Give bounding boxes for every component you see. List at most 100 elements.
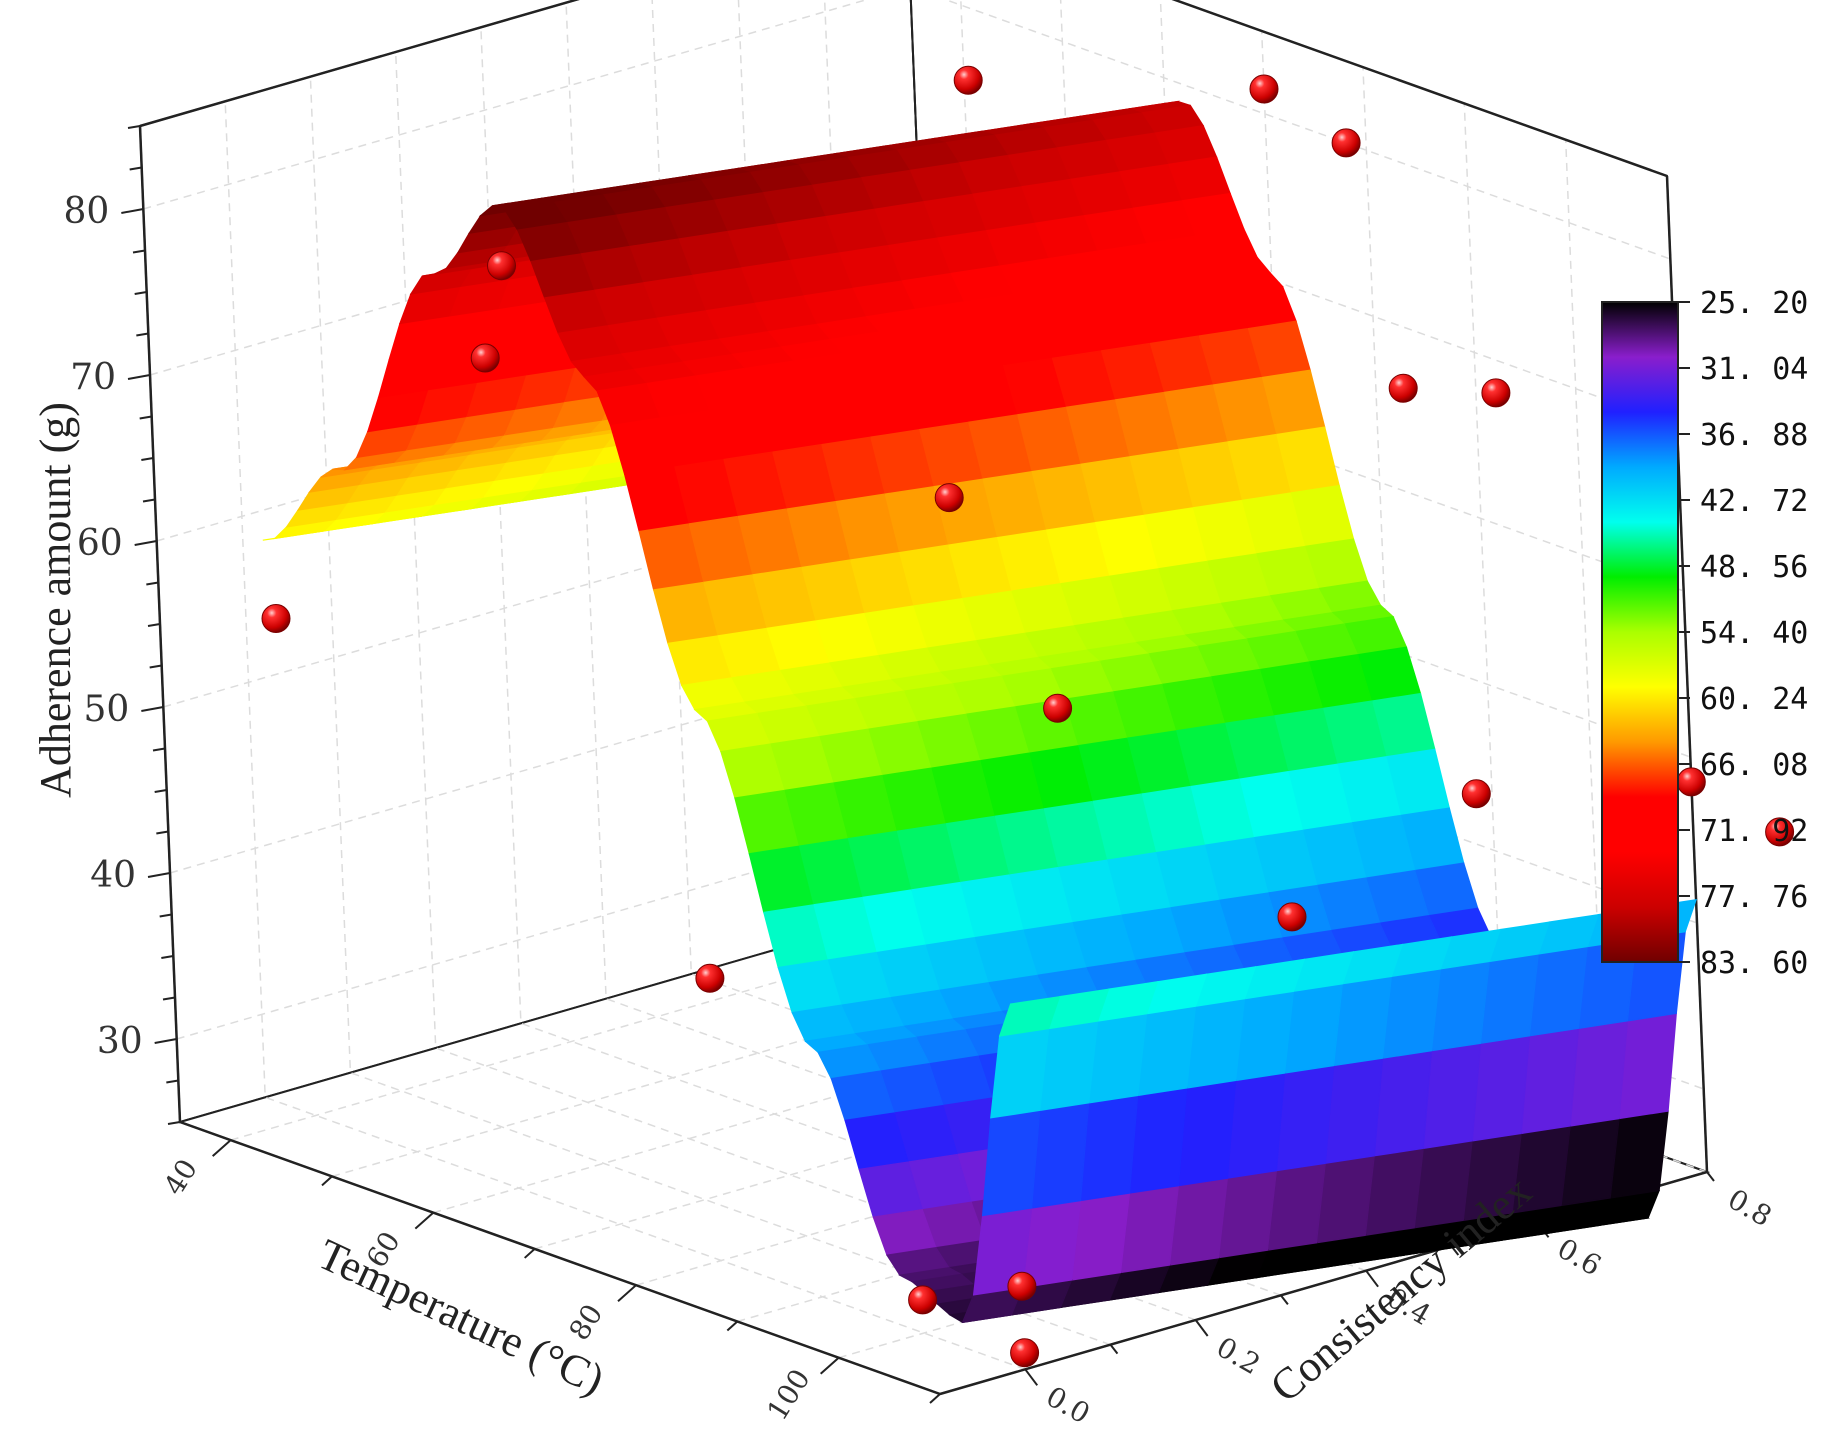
z-tick: [162, 996, 176, 1001]
t-tick: [820, 1356, 840, 1375]
z-tick: [121, 208, 144, 214]
top-left-edge: [139, 0, 580, 128]
color-bar-label: 54. 40: [1700, 616, 1808, 651]
z-tick: [134, 291, 147, 295]
z-tick-label: 40: [90, 855, 136, 896]
z-tick: [166, 1079, 179, 1084]
z-tick: [142, 498, 156, 503]
data-point: [487, 251, 516, 281]
color-bar: 25. 20 31. 04 36. 88 42. 72 48. 56 54. 40 60. …: [1601, 286, 1808, 981]
z-tick: [136, 332, 149, 337]
t-tick-label: 80: [563, 1298, 610, 1346]
data-point: [1249, 74, 1279, 104]
z-tick: [134, 540, 157, 546]
z-tick: [146, 581, 159, 586]
data-point: [695, 963, 725, 993]
z-tick: [139, 415, 152, 420]
z-tick-label: 30: [97, 1021, 143, 1062]
temperature-axis-line: [179, 1120, 941, 1396]
c-tick-label: 0.8: [1722, 1182, 1777, 1233]
data-point: [1481, 378, 1511, 408]
response-surface: [262, 100, 1697, 1324]
surface-patch: [1079, 1094, 1139, 1202]
grid-line-z: [143, 0, 1671, 260]
z-tick: [154, 1038, 177, 1044]
t-tick: [617, 1284, 637, 1302]
z-tick: [127, 374, 151, 380]
z-tick: [156, 830, 169, 835]
c-tick: [1365, 1270, 1379, 1288]
c-tick: [1280, 1294, 1289, 1305]
data-point: [1043, 693, 1073, 723]
t-tick: [321, 1175, 333, 1187]
z-tick-label: 80: [64, 191, 110, 232]
surface-patch: [1422, 1042, 1482, 1150]
color-bar-gradient: [1601, 301, 1679, 963]
grid-line-c: [224, 101, 1026, 1371]
color-bar-label: 48. 56: [1700, 550, 1808, 585]
z-axis-line: [138, 125, 182, 1123]
z-tick: [161, 955, 174, 959]
grid-line-c: [309, 76, 1111, 1346]
c-tick: [1024, 1368, 1039, 1386]
surface-patch: [1471, 1035, 1531, 1142]
color-bar-label: 77. 76: [1700, 880, 1808, 915]
t-tick: [726, 1320, 739, 1332]
top-back-edge: [1171, 0, 1668, 178]
data-point: [953, 65, 983, 95]
z-tick: [127, 125, 141, 129]
data-point: [1331, 128, 1361, 158]
t-tick: [523, 1248, 536, 1259]
z-tick: [132, 249, 146, 254]
surface-patch: [1618, 1012, 1677, 1120]
z-tick: [147, 623, 161, 627]
z-tick-label: 50: [84, 689, 130, 730]
surface-patch: [1520, 1027, 1580, 1135]
z-tick-label: 70: [70, 357, 116, 398]
data-point: [1010, 1338, 1040, 1368]
data-point: [1007, 1271, 1037, 1301]
t-tick: [212, 1139, 232, 1157]
z-tick: [129, 166, 142, 171]
color-bar-label: 83. 60: [1700, 946, 1808, 981]
c-tick-label: 0.2: [1211, 1330, 1266, 1381]
z-tick: [159, 913, 172, 918]
color-bar-label: 36. 88: [1700, 418, 1808, 453]
z-tick: [141, 706, 164, 712]
data-point: [1461, 779, 1491, 809]
surface-patch: [1569, 1020, 1629, 1127]
data-point: [908, 1285, 938, 1315]
z-tick: [147, 872, 171, 878]
z-tick: [167, 1121, 181, 1125]
t-tick-label: 40: [157, 1153, 204, 1201]
surface-patch: [1275, 1064, 1335, 1172]
t-tick-label: 100: [760, 1363, 816, 1426]
surface-patch: [1128, 1087, 1188, 1194]
color-bar-label: 60. 24: [1700, 682, 1808, 717]
surface-patch: [998, 995, 1061, 1037]
color-bar-label: 66. 08: [1700, 748, 1808, 783]
color-bar-label: 31. 04: [1700, 352, 1808, 387]
c-tick-label: 0.0: [1040, 1380, 1095, 1431]
c-tick: [1109, 1344, 1119, 1355]
c-tick: [1706, 1171, 1715, 1182]
color-bar-labels: 25. 20 31. 04 36. 88 42. 72 48. 56 54. 40 60. …: [1678, 286, 1808, 981]
surface-patch: [1177, 1079, 1237, 1187]
color-bar-label: 71. 92: [1700, 814, 1808, 849]
z-tick: [149, 664, 162, 669]
z-tick: [141, 457, 154, 461]
color-bar-label: 25. 20: [1700, 286, 1808, 321]
data-point: [470, 343, 500, 373]
data-point: [934, 483, 964, 513]
z-tick: [154, 789, 167, 793]
t-tick: [414, 1211, 434, 1230]
z-axis-title: Adherence amount (g): [31, 402, 80, 798]
surface-patch: [1226, 1072, 1286, 1179]
color-bar-label: 42. 72: [1700, 484, 1808, 519]
surface-patch: [1324, 1057, 1384, 1165]
z-tick: [152, 747, 166, 752]
t-tick: [929, 1393, 941, 1404]
c-tick: [1194, 1319, 1209, 1337]
data-point: [1277, 902, 1307, 932]
